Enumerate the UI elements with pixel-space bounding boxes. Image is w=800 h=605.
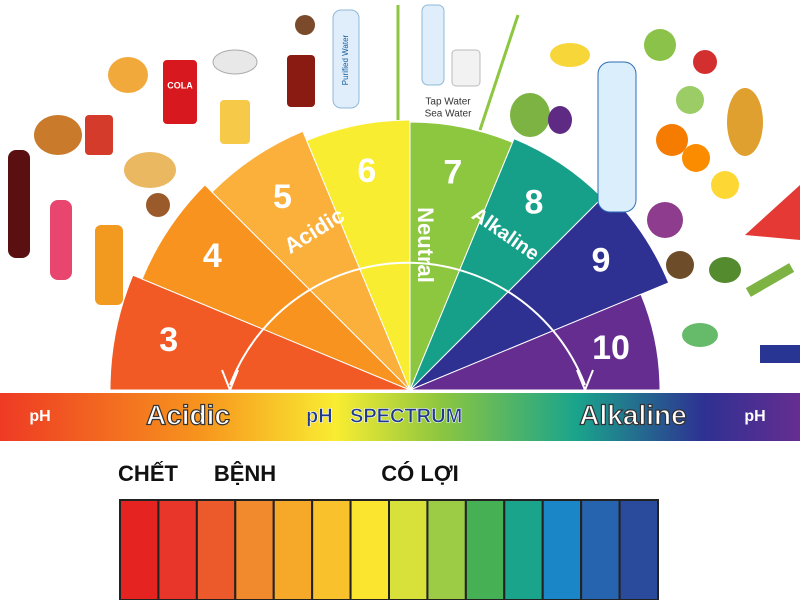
ph-number: 4 [203,237,222,275]
burger [34,115,82,155]
grapes [510,93,550,137]
scale-block [195,499,237,601]
ph-segment [306,119,411,391]
spring-water [421,4,445,86]
ph-number: 10 [592,329,630,367]
watermelon [745,185,800,240]
strawberry [693,50,717,74]
spectrum-title: SPECTRUM [350,405,462,427]
ph-right: pH [744,408,765,425]
scale-block [541,499,583,601]
health-scale: CHẾT BỆNH CÓ LỢI [118,461,659,601]
ph-segment [141,184,411,391]
lemon [711,171,739,199]
beer-mug [220,100,250,144]
peas [682,323,718,347]
purified-water-label: Purified Water [341,34,350,85]
orange [682,144,710,172]
scale-block [618,499,659,601]
asparagus [745,263,795,297]
fan-neutral: Neutral [413,207,438,283]
scale-block [580,499,621,601]
water-glass [451,49,481,87]
sea-water-label: Sea Water [425,109,473,120]
lime [676,86,704,114]
pineapple [727,88,763,156]
fries [108,57,148,93]
scale-block [349,499,391,601]
ph-number: 7 [443,153,462,191]
arrow-head [221,369,239,393]
donut [146,193,170,217]
scale-label: CÓ LỢI [381,461,458,486]
cabbage [647,202,683,238]
kiwi [666,251,694,279]
energy-can [95,225,123,305]
scale-block [503,499,544,601]
alkaline-label: Alkaline [579,399,686,430]
spectrum-bar [0,393,800,441]
scale-block [388,499,429,601]
bananas [550,43,590,67]
avocado [709,257,741,283]
cola-label: COLA [167,80,193,90]
berries [548,106,572,134]
acidic-label: Acidic [146,399,230,430]
scale-block [272,499,314,601]
scale-block [426,499,467,601]
apple [644,29,676,61]
spectrum-ph: pH [306,405,333,427]
pink-bottle [50,200,72,280]
ph-segment [409,293,661,391]
ph-segment [211,130,411,391]
wine-bottle [8,150,30,258]
tap-water-label: Tap Water [425,97,471,108]
coffee-cup [212,49,258,75]
divider [478,14,520,131]
ph-number: 9 [591,241,610,279]
ph-left: pH [29,408,50,425]
scale-block [157,499,198,601]
arrow-arc [229,261,586,386]
arrow-head [576,369,594,393]
eggplant [760,345,800,363]
ph-number: 8 [524,184,543,222]
chestnuts [295,15,315,35]
water-bottle [332,9,360,109]
ph-number: 6 [357,152,376,190]
alkaline-water-bottle [597,61,637,213]
scale-block [234,499,275,601]
scale-label: BỆNH [214,461,276,486]
food-illustrations: COLA Purified Water Tap Water Sea Water [8,4,800,363]
drink-cup [85,115,113,155]
cola-glass [287,55,315,107]
scale-block [119,499,160,601]
ph-number: 3 [159,321,178,359]
orange [656,124,688,156]
pastries [124,152,176,188]
cola-can [163,60,197,124]
ph-number: 5 [273,178,292,216]
scale-block [464,499,506,601]
scale-block [311,499,352,601]
scale-label: CHẾT [118,461,178,486]
